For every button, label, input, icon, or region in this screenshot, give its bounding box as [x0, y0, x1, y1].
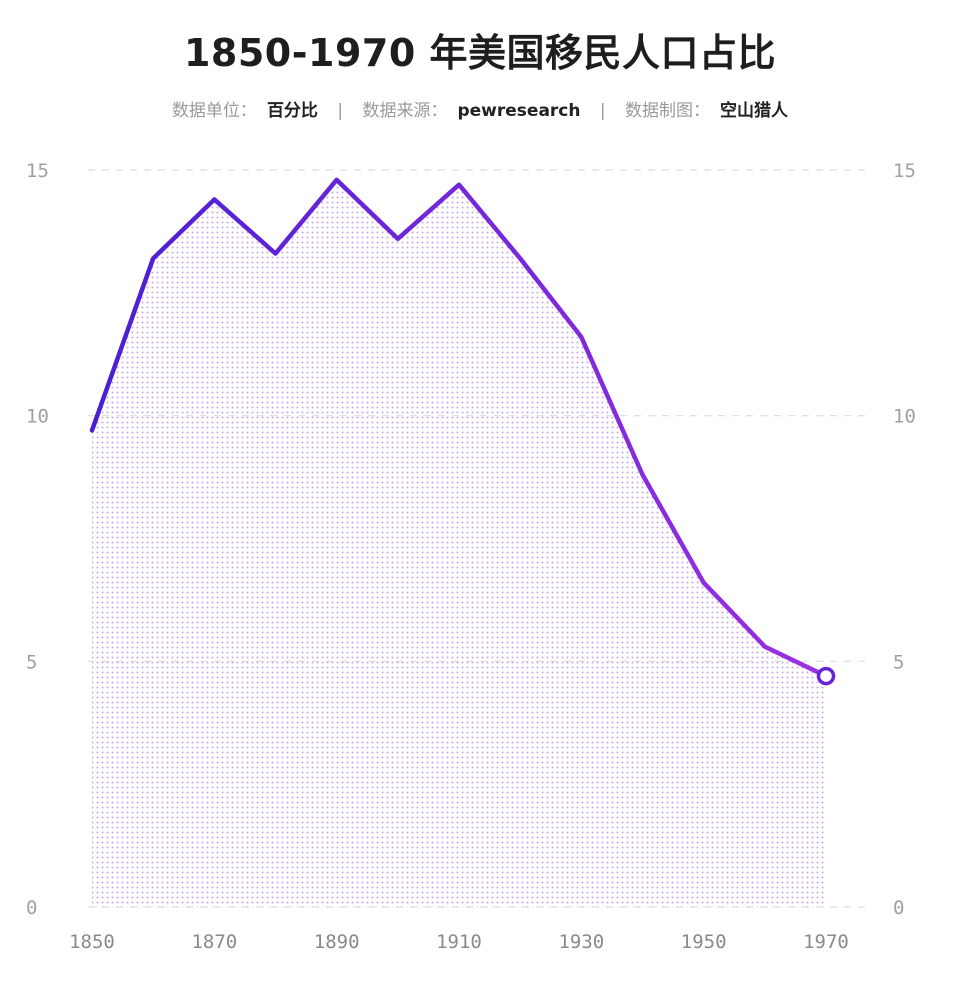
x-tick-1970: 1970 [803, 931, 849, 953]
source-value: pewresearch [457, 101, 581, 121]
x-tick-1910: 1910 [436, 931, 482, 953]
markers [816, 666, 836, 686]
y-axis-right: 0 5 10 15 [893, 160, 916, 919]
y-tick-left-15: 15 [26, 160, 49, 182]
x-tick-1850: 1850 [69, 931, 115, 953]
chart-subtitle: 数据单位： 百分比 | 数据来源： pewresearch | 数据制图： 空山猎人 [0, 96, 960, 121]
separator: | [599, 101, 606, 121]
x-tick-1930: 1930 [558, 931, 604, 953]
source-label: 数据来源： [362, 101, 448, 121]
x-axis: 1850 1870 1890 1910 1930 1950 1970 [69, 931, 849, 953]
y-tick-left-10: 10 [26, 406, 49, 428]
chart-title: 1850-1970 年美国移民人口占比 [183, 31, 777, 75]
area-fill [92, 179, 826, 907]
area-layer [92, 179, 826, 907]
y-tick-right-15: 15 [893, 160, 916, 182]
author-value: 空山猎人 [720, 101, 789, 121]
y-axis-left: 0 5 10 15 [26, 160, 49, 919]
separator: | [337, 101, 344, 121]
series-line [89, 177, 829, 679]
y-tick-left-0: 0 [26, 897, 37, 919]
unit-label: 数据单位： [171, 101, 257, 121]
y-tick-right-0: 0 [893, 897, 904, 919]
y-tick-right-10: 10 [893, 406, 916, 428]
y-tick-right-5: 5 [893, 651, 904, 673]
line-layer [89, 177, 829, 679]
end-marker [816, 666, 836, 686]
x-tick-1890: 1890 [314, 931, 360, 953]
unit-value: 百分比 [266, 101, 318, 121]
y-tick-left-5: 5 [26, 651, 37, 673]
x-tick-1950: 1950 [681, 931, 727, 953]
author-label: 数据制图： [625, 101, 711, 121]
x-tick-1870: 1870 [191, 931, 237, 953]
